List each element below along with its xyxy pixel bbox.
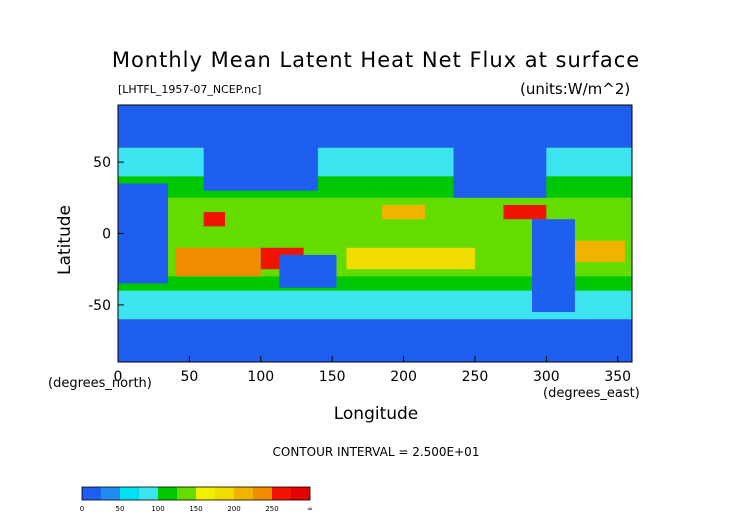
x-tick-label: 150 <box>319 369 346 385</box>
field-zone <box>503 204 547 220</box>
x-tick-label: 0 <box>114 369 123 385</box>
x-tick-label: 250 <box>462 369 489 385</box>
field-zone <box>118 183 168 284</box>
y-tick-label: 50 <box>93 155 111 171</box>
colorbar-label: 0 <box>80 505 84 513</box>
colorbar-label: 250 <box>265 505 278 513</box>
y-tick-label: -50 <box>88 298 111 314</box>
colorbar-swatch <box>253 487 272 500</box>
field-zone <box>118 276 632 291</box>
colorbar-swatch <box>82 487 101 500</box>
units-label: (units:W/m^2) <box>520 80 631 98</box>
field-zone <box>532 219 575 313</box>
x-axis-unit: (degrees_east) <box>543 386 640 401</box>
field-zone <box>346 247 475 270</box>
field-zone <box>574 240 625 263</box>
field-zone <box>279 254 337 288</box>
colorbar-label: 200 <box>227 505 240 513</box>
colorbar-swatch <box>120 487 139 500</box>
colorbar-swatch <box>272 487 291 500</box>
field-zone <box>175 247 261 277</box>
y-tick-label: 0 <box>102 227 111 243</box>
x-axis-label: Longitude <box>333 404 419 424</box>
x-tick-label: 350 <box>604 369 631 385</box>
colorbar-label: 150 <box>189 505 202 513</box>
colorbar-swatch <box>101 487 120 500</box>
x-tick-label: 50 <box>180 369 198 385</box>
x-tick-label: 200 <box>390 369 417 385</box>
colorbar-swatch <box>177 487 196 500</box>
y-axis-unit: (degrees_north) <box>48 376 152 391</box>
field-zone <box>118 147 632 177</box>
colorbar-label: 50 <box>116 505 125 513</box>
colorbar-swatch <box>158 487 177 500</box>
colorbar-label: 100 <box>151 505 164 513</box>
chart-title: Monthly Mean Latent Heat Net Flux at sur… <box>111 48 641 72</box>
field-zone <box>203 212 226 227</box>
contour-interval-text: CONTOUR INTERVAL = 2.500E+01 <box>272 445 480 459</box>
x-tick-label: 300 <box>533 369 560 385</box>
colorbar-swatch <box>139 487 158 500</box>
field-zone <box>118 105 632 148</box>
colorbar-swatch <box>196 487 215 500</box>
colorbar-swatch <box>291 487 310 500</box>
colorbar-swatch <box>215 487 234 500</box>
x-tick-label: 100 <box>247 369 274 385</box>
field-zone <box>453 133 547 198</box>
colorbar-swatch <box>234 487 253 500</box>
field-zone <box>203 133 318 191</box>
colorbar-label: ∞ <box>307 505 313 513</box>
field-zone <box>118 176 632 198</box>
field-zone <box>118 319 632 362</box>
colorbar-frame <box>81 486 311 501</box>
chart-subtitle: [LHTFL_1957-07_NCEP.nc] <box>118 83 262 96</box>
field-zone <box>382 204 425 220</box>
